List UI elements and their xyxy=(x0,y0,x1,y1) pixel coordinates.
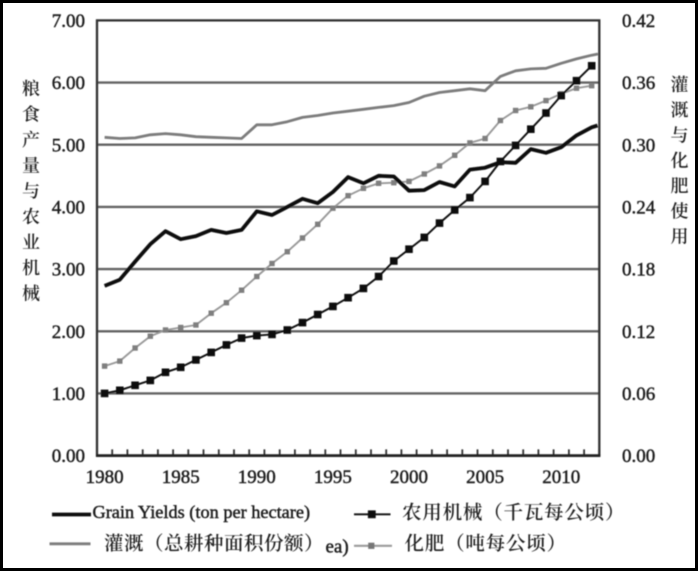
svg-text:3.00: 3.00 xyxy=(52,260,85,281)
svg-text:0.30: 0.30 xyxy=(622,135,655,156)
svg-text:2005: 2005 xyxy=(466,467,504,488)
svg-text:0.12: 0.12 xyxy=(622,322,655,343)
svg-text:0.06: 0.06 xyxy=(622,384,655,405)
svg-text:1980: 1980 xyxy=(86,467,124,488)
svg-text:5.00: 5.00 xyxy=(52,135,85,156)
svg-text:0.42: 0.42 xyxy=(622,11,655,32)
svg-text:2000: 2000 xyxy=(390,467,428,488)
svg-text:1990: 1990 xyxy=(238,467,276,488)
svg-text:0.00: 0.00 xyxy=(622,446,655,467)
svg-text:0.00: 0.00 xyxy=(52,446,85,467)
svg-text:ea): ea) xyxy=(326,537,349,558)
svg-text:4.00: 4.00 xyxy=(52,198,85,219)
svg-text:7.00: 7.00 xyxy=(52,11,85,32)
svg-text:0.36: 0.36 xyxy=(622,73,655,94)
svg-text:Grain Yields (ton per hectare): Grain Yields (ton per hectare) xyxy=(93,502,311,523)
svg-text:1.00: 1.00 xyxy=(52,384,85,405)
svg-text:2.00: 2.00 xyxy=(52,322,85,343)
svg-text:6.00: 6.00 xyxy=(52,73,85,94)
svg-text:0.18: 0.18 xyxy=(622,260,655,281)
svg-text:2010: 2010 xyxy=(542,467,580,488)
svg-text:0.24: 0.24 xyxy=(622,198,656,219)
svg-text:1995: 1995 xyxy=(314,467,352,488)
svg-text:1985: 1985 xyxy=(162,467,200,488)
